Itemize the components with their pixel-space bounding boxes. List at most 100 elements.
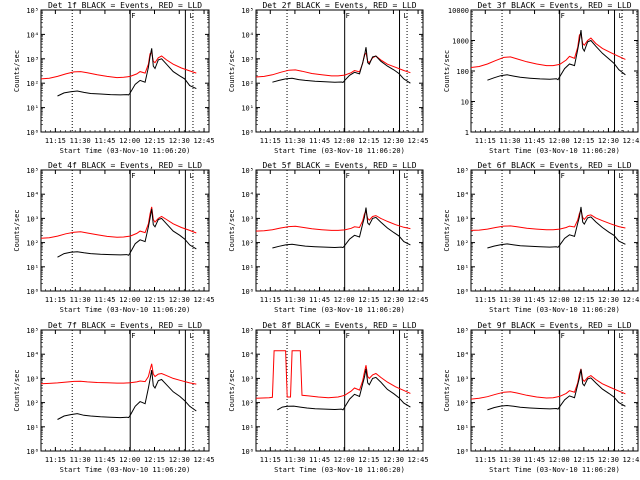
marker-label-f: F [131, 172, 135, 180]
y-tick-label: 10² [26, 400, 39, 408]
x-tick-label: 11:30 [284, 296, 305, 304]
x-tick-label: 12:00 [334, 296, 355, 304]
x-tick-label: 11:15 [45, 137, 66, 145]
y-tick-label: 10⁰ [241, 288, 254, 296]
y-tick-label: 10² [456, 400, 469, 408]
y-axis-label: Counts/sec [13, 209, 21, 251]
x-tick-label: 11:30 [70, 456, 91, 464]
x-axis-label: Start Time (03-Nov-10 11:06:20) [60, 147, 191, 155]
x-tick-label: 11:15 [475, 296, 496, 304]
marker-label-l: L [404, 12, 408, 20]
marker-label-f: F [346, 172, 350, 180]
y-tick-label: 10⁴ [26, 191, 39, 199]
y-tick-label: 10⁵ [456, 327, 469, 335]
marker-label-l: L [619, 332, 623, 340]
x-axis-label: Start Time (03-Nov-10 11:06:20) [274, 466, 405, 474]
y-tick-label: 10⁴ [26, 31, 39, 39]
y-tick-label: 1000 [452, 38, 469, 46]
y-tick-label: 10⁵ [241, 327, 254, 335]
panel-2: Det 2f BLACK = Events, RED = LLD 10⁰ 10¹ 10… [228, 1, 429, 155]
x-tick-label: 12:30 [169, 456, 190, 464]
y-tick-label: 10⁴ [241, 31, 254, 39]
marker-label-l: L [404, 332, 408, 340]
series-events-line [487, 369, 626, 411]
y-tick-label: 10⁵ [241, 7, 254, 15]
series-lld-line [40, 363, 197, 385]
series-events-line [57, 208, 197, 258]
marker-label-f: F [346, 332, 350, 340]
panel-4: Det 4f BLACK = Events, RED = LLD 10⁰ 10¹ 10… [13, 161, 215, 314]
y-tick-label: 10² [241, 400, 254, 408]
panel-title: Det 2f BLACK = Events, RED = LLD [262, 1, 416, 10]
marker-label-l: L [404, 172, 408, 180]
x-tick-label: 11:30 [499, 456, 520, 464]
y-tick-label: 10³ [241, 215, 254, 223]
x-tick-label: 12:15 [144, 296, 165, 304]
x-tick-label: 12:00 [334, 137, 355, 145]
x-tick-label: 12:45 [194, 456, 215, 464]
y-tick-label: 10³ [26, 375, 39, 383]
marker-label-f: F [561, 12, 565, 20]
y-tick-label: 10² [26, 80, 39, 88]
x-tick-label: 11:45 [94, 296, 115, 304]
marker-label-l: L [619, 172, 623, 180]
x-tick-label: 11:15 [45, 296, 66, 304]
x-tick-label: 11:15 [260, 137, 281, 145]
y-tick-label: 10⁴ [26, 351, 39, 359]
y-tick-label: 10⁰ [456, 448, 469, 456]
series-lld-line [470, 208, 626, 231]
x-tick-label: 12:00 [549, 296, 570, 304]
y-axis-label: Counts/sec [443, 369, 451, 411]
series-events-line [272, 47, 411, 84]
series-lld-line [255, 350, 411, 399]
x-tick-label: 11:45 [94, 137, 115, 145]
x-tick-label: 12:30 [383, 296, 404, 304]
y-tick-label: 10⁰ [241, 129, 254, 137]
x-tick-label: 12:30 [598, 456, 619, 464]
y-tick-label: 10³ [26, 215, 39, 223]
panel-title: Det 6f BLACK = Events, RED = LLD [477, 161, 631, 170]
panel-title: Det 5f BLACK = Events, RED = LLD [262, 161, 416, 170]
x-tick-label: 11:45 [524, 456, 545, 464]
x-tick-label: 11:45 [524, 137, 545, 145]
marker-label-f: F [346, 12, 350, 20]
x-tick-label: 12:00 [119, 296, 140, 304]
y-axis-label: Counts/sec [13, 369, 21, 411]
x-axis-label: Start Time (03-Nov-10 11:06:20) [60, 466, 191, 474]
x-axis-label: Start Time (03-Nov-10 11:06:20) [274, 147, 405, 155]
y-tick-label: 10¹ [456, 424, 469, 432]
y-tick-label: 10 [461, 99, 469, 107]
y-tick-label: 10³ [26, 56, 39, 64]
x-tick-label: 11:15 [45, 456, 66, 464]
x-tick-label: 11:15 [475, 456, 496, 464]
panel-7: Det 7f BLACK = Events, RED = LLD 10⁰ 10¹ 10… [13, 321, 215, 474]
x-tick-label: 12:30 [598, 137, 619, 145]
panel-5: Det 5f BLACK = Events, RED = LLD 10⁰ 10¹ 10… [228, 161, 429, 314]
plot-frame [40, 169, 210, 292]
y-tick-label: 10⁵ [26, 327, 39, 335]
y-axis-label: Counts/sec [13, 50, 21, 92]
y-tick-label: 10¹ [26, 105, 39, 113]
x-axis-label: Start Time (03-Nov-10 11:06:20) [274, 306, 405, 314]
panel-title: Det 4f BLACK = Events, RED = LLD [48, 161, 202, 170]
series-lld-line [470, 32, 626, 68]
x-tick-label: 11:15 [260, 296, 281, 304]
y-axis-label: Counts/sec [228, 369, 236, 411]
x-tick-label: 11:30 [499, 137, 520, 145]
panel-8: Det 8f BLACK = Events, RED = LLD 10⁰ 10¹ 10… [228, 321, 429, 474]
x-tick-label: 12:45 [194, 296, 215, 304]
x-tick-label: 11:15 [475, 137, 496, 145]
y-tick-label: 10¹ [456, 264, 469, 272]
y-tick-label: 10¹ [241, 264, 254, 272]
series-events-line [277, 368, 411, 411]
y-tick-label: 10⁵ [26, 7, 39, 15]
x-tick-label: 12:15 [358, 456, 379, 464]
x-tick-label: 11:30 [70, 137, 91, 145]
y-tick-label: 100 [456, 68, 469, 76]
y-tick-label: 10³ [456, 375, 469, 383]
x-axis-label: Start Time (03-Nov-10 11:06:20) [489, 147, 620, 155]
plot-frame [40, 329, 210, 452]
x-tick-label: 12:30 [383, 137, 404, 145]
x-tick-label: 12:30 [169, 137, 190, 145]
x-tick-label: 11:30 [70, 296, 91, 304]
